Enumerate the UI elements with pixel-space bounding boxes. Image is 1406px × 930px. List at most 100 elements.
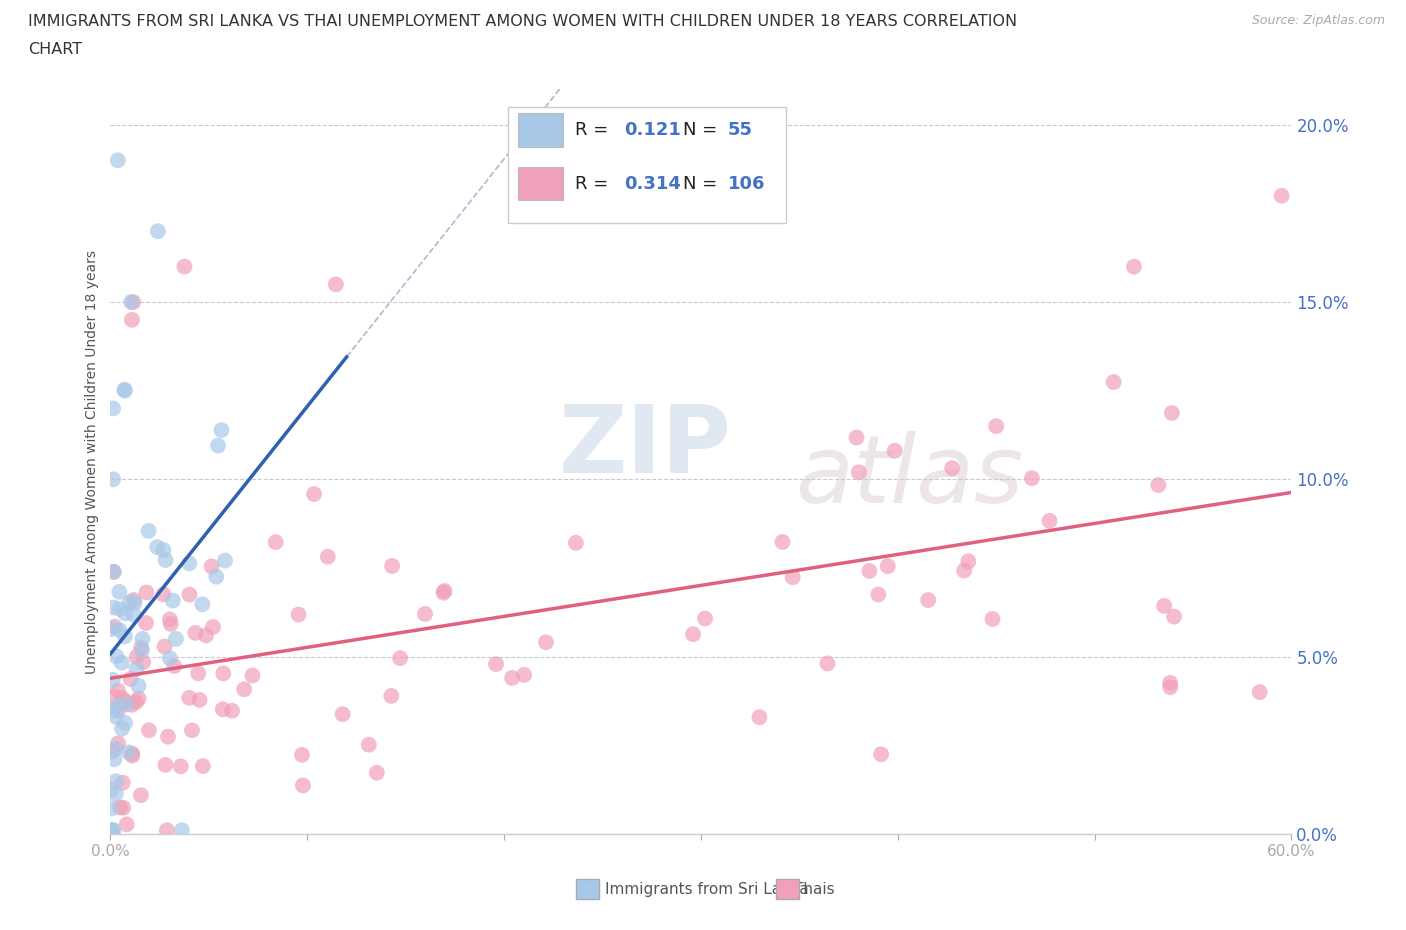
Point (122, 295, 145, 310)
Point (1163, 609, 1185, 624)
Point (118, 594, 141, 609)
Point (389, 651, 412, 666)
Point (100, 801, 122, 816)
Point (101, 401, 124, 416)
Point (534, 635, 557, 650)
Point (152, 542, 174, 557)
FancyBboxPatch shape (517, 166, 562, 200)
Point (782, 570, 804, 585)
Point (100, 823, 122, 838)
Point (332, 707, 354, 722)
Point (325, 277, 347, 292)
Point (693, 611, 716, 626)
Point (287, 607, 309, 622)
Point (107, 698, 129, 713)
Point (156, 823, 179, 838)
Point (264, 535, 287, 550)
Point (115, 697, 138, 711)
Point (195, 628, 218, 643)
Point (221, 703, 243, 718)
Point (105, 649, 128, 664)
Text: Immigrants from Sri Lanka: Immigrants from Sri Lanka (605, 882, 808, 897)
Point (1160, 405, 1182, 420)
Point (1123, 259, 1146, 274)
Point (772, 535, 794, 550)
Y-axis label: Unemployment Among Women with Children Under 18 years: Unemployment Among Women with Children U… (86, 249, 100, 673)
Point (111, 691, 134, 706)
Point (122, 592, 145, 607)
Point (156, 729, 179, 744)
Point (205, 569, 228, 584)
Point (112, 800, 135, 815)
Point (155, 552, 177, 567)
Text: ZIP: ZIP (560, 401, 733, 493)
Point (981, 612, 1004, 627)
Point (200, 559, 222, 574)
Point (179, 690, 201, 705)
Point (159, 651, 181, 666)
Text: Source: ZipAtlas.com: Source: ZipAtlas.com (1251, 14, 1385, 27)
Point (858, 564, 880, 578)
Point (1159, 680, 1181, 695)
Point (135, 585, 157, 600)
Point (513, 668, 536, 683)
Point (138, 524, 160, 538)
Point (105, 710, 128, 724)
Point (135, 616, 157, 631)
Point (129, 788, 152, 803)
Text: R =: R = (575, 175, 613, 193)
Text: CHART: CHART (28, 42, 82, 57)
Point (870, 747, 893, 762)
Point (413, 606, 436, 621)
Point (302, 486, 325, 501)
Point (153, 639, 176, 654)
Point (187, 666, 209, 681)
Point (381, 559, 404, 574)
Point (380, 688, 402, 703)
Text: IMMIGRANTS FROM SRI LANKA VS THAI UNEMPLOYMENT AMONG WOMEN WITH CHILDREN UNDER 1: IMMIGRANTS FROM SRI LANKA VS THAI UNEMPL… (28, 14, 1018, 29)
Point (111, 656, 134, 671)
Point (163, 658, 186, 673)
Point (108, 800, 131, 815)
Point (159, 612, 181, 627)
Point (107, 684, 129, 698)
Point (121, 746, 143, 761)
Point (103, 565, 125, 579)
Text: R =: R = (575, 121, 613, 140)
Point (114, 382, 136, 397)
Point (501, 671, 523, 685)
Point (1153, 598, 1175, 613)
Point (815, 656, 838, 671)
Point (565, 536, 588, 551)
Point (179, 556, 201, 571)
Point (316, 550, 339, 565)
Text: N =: N = (683, 121, 723, 140)
Point (101, 744, 124, 759)
Point (124, 595, 146, 610)
Point (165, 631, 187, 646)
Point (101, 823, 124, 838)
Point (179, 587, 201, 602)
Point (101, 472, 124, 486)
Point (111, 721, 134, 736)
Point (103, 823, 125, 838)
Point (132, 655, 155, 670)
Point (108, 584, 131, 599)
Point (1159, 675, 1181, 690)
Point (214, 553, 236, 568)
Point (115, 817, 138, 831)
Point (170, 759, 193, 774)
Point (103, 600, 125, 615)
Point (1038, 513, 1060, 528)
Point (121, 698, 143, 712)
FancyBboxPatch shape (509, 107, 786, 222)
Point (233, 682, 256, 697)
Point (128, 678, 150, 693)
Point (146, 224, 169, 239)
Point (1249, 684, 1271, 699)
Point (682, 627, 704, 642)
Point (173, 259, 195, 274)
Point (103, 565, 125, 579)
Point (114, 383, 136, 398)
Point (103, 619, 125, 634)
